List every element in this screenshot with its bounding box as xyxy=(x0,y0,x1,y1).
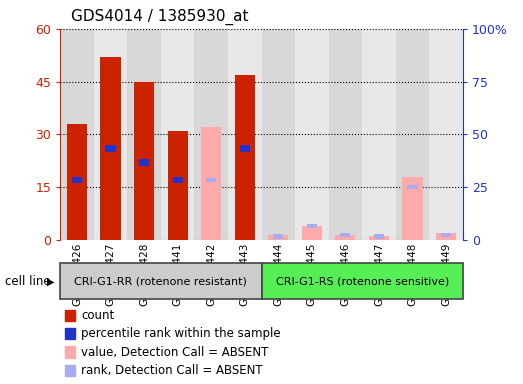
Bar xyxy=(235,74,255,240)
Bar xyxy=(134,81,154,240)
Text: CRI-G1-RR (rotenone resistant): CRI-G1-RR (rotenone resistant) xyxy=(74,276,247,286)
Text: rank, Detection Call = ABSENT: rank, Detection Call = ABSENT xyxy=(81,364,263,377)
Text: cell line: cell line xyxy=(5,275,51,288)
Bar xyxy=(201,127,221,240)
Bar xyxy=(302,226,322,240)
Bar xyxy=(262,263,463,300)
Bar xyxy=(167,131,188,240)
Bar xyxy=(335,235,356,240)
Bar xyxy=(195,29,228,240)
Bar xyxy=(441,233,451,237)
Bar xyxy=(268,235,288,240)
Bar xyxy=(67,124,87,240)
Text: value, Detection Call = ABSENT: value, Detection Call = ABSENT xyxy=(81,346,268,359)
Bar xyxy=(374,234,384,238)
Bar xyxy=(262,29,295,240)
Bar xyxy=(429,29,463,240)
Bar xyxy=(127,29,161,240)
Bar xyxy=(100,57,121,240)
Bar xyxy=(60,29,94,240)
Bar xyxy=(396,29,429,240)
Bar xyxy=(307,224,317,228)
Bar xyxy=(72,177,82,183)
Bar xyxy=(139,159,149,166)
Bar xyxy=(206,178,216,182)
Text: GDS4014 / 1385930_at: GDS4014 / 1385930_at xyxy=(71,9,248,25)
Bar xyxy=(240,145,250,152)
Bar xyxy=(328,29,362,240)
Bar xyxy=(436,233,456,240)
Bar xyxy=(161,29,195,240)
Text: ▶: ▶ xyxy=(48,276,55,286)
Bar xyxy=(403,177,423,240)
Text: CRI-G1-RS (rotenone sensitive): CRI-G1-RS (rotenone sensitive) xyxy=(276,276,449,286)
Bar xyxy=(295,29,328,240)
Bar xyxy=(60,263,262,300)
Bar xyxy=(369,237,389,240)
Bar xyxy=(340,233,350,237)
Bar xyxy=(106,145,116,152)
Bar xyxy=(173,177,183,183)
Bar xyxy=(407,185,417,189)
Text: percentile rank within the sample: percentile rank within the sample xyxy=(81,327,281,340)
Bar xyxy=(94,29,127,240)
Bar xyxy=(362,29,396,240)
Bar xyxy=(273,234,283,238)
Text: count: count xyxy=(81,309,115,322)
Bar xyxy=(228,29,262,240)
